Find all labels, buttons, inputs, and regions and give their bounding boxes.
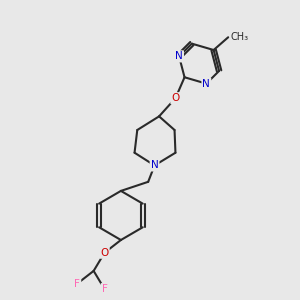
Text: N: N — [151, 160, 158, 170]
Text: N: N — [202, 79, 210, 88]
Text: N: N — [175, 51, 183, 62]
Text: O: O — [171, 93, 180, 103]
Text: CH₃: CH₃ — [231, 32, 249, 42]
Text: O: O — [100, 248, 109, 258]
Text: F: F — [102, 284, 107, 294]
Text: F: F — [74, 279, 80, 289]
